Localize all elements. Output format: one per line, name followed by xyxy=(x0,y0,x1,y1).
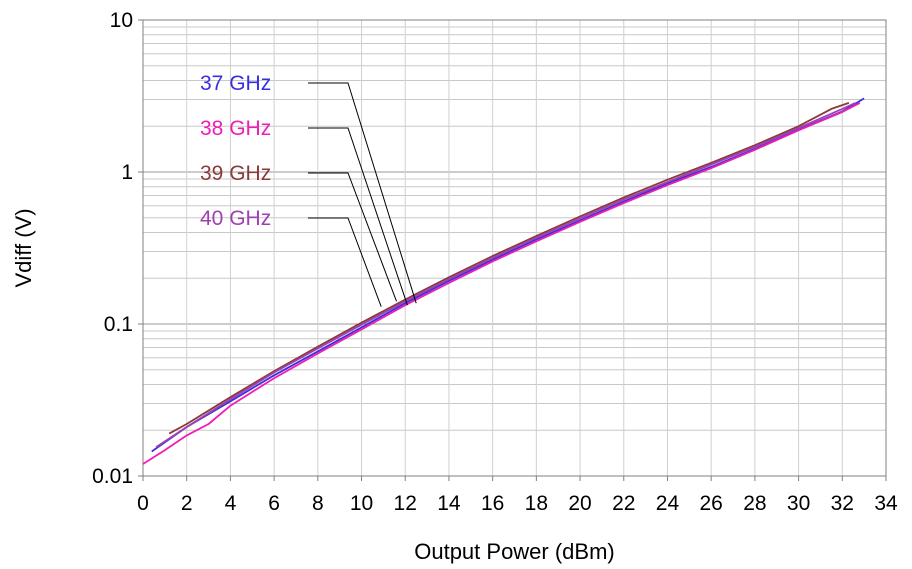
legend-leader-line xyxy=(308,217,382,307)
legend-label: 40 GHz xyxy=(200,207,271,230)
legend-label: 39 GHz xyxy=(200,162,271,185)
x-tick-label: 16 xyxy=(481,492,504,515)
series-line-2 xyxy=(168,102,850,435)
x-tick-label: 34 xyxy=(874,492,898,515)
y-tick-label: 10 xyxy=(110,9,133,32)
series-line-0 xyxy=(151,97,865,453)
y-tick-label: 1 xyxy=(121,161,133,184)
y-axis-title: Vdiff (V) xyxy=(11,208,36,287)
x-tick-label: 30 xyxy=(787,492,810,515)
legend-leader-line xyxy=(308,172,397,302)
x-tick-label: 10 xyxy=(350,492,373,515)
annotations: 37 GHz 38 GHz 39 GHz 40 GHz xyxy=(200,72,417,307)
series-line-3 xyxy=(155,102,856,448)
x-tick-label: 14 xyxy=(437,492,461,515)
x-tick-label: 24 xyxy=(656,492,680,515)
x-tick-label: 22 xyxy=(612,492,635,515)
x-tick-label: 26 xyxy=(699,492,722,515)
legend-label: 38 GHz xyxy=(200,117,271,140)
legend-label: 37 GHz xyxy=(200,72,271,95)
x-tick-label: 20 xyxy=(568,492,591,515)
series-line-1 xyxy=(142,102,861,465)
grid xyxy=(142,20,887,477)
legend-leader-line xyxy=(308,82,417,304)
x-tick-label: 2 xyxy=(181,492,193,515)
x-tick-label: 18 xyxy=(525,492,548,515)
x-axis-ticks: 0 2 4 6 8 10 12 14 16 18 20 22 24 26 28 30 32 34 xyxy=(137,476,898,515)
series-layer xyxy=(142,97,865,465)
x-tick-label: 4 xyxy=(225,492,237,515)
legend-leader-line xyxy=(308,127,408,306)
x-tick-label: 6 xyxy=(268,492,280,515)
y-axis-ticks: 0.01 0.1 1 10 xyxy=(92,9,143,488)
plot-frame xyxy=(142,19,887,477)
x-tick-label: 12 xyxy=(394,492,417,515)
y-tick-label: 0.1 xyxy=(104,313,133,336)
x-tick-label: 8 xyxy=(312,492,324,515)
x-tick-label: 0 xyxy=(137,492,149,515)
x-tick-label: 28 xyxy=(743,492,766,515)
x-axis-title: Output Power (dBm) xyxy=(414,539,615,564)
x-tick-label: 32 xyxy=(831,492,854,515)
y-tick-label: 0.01 xyxy=(92,465,133,488)
